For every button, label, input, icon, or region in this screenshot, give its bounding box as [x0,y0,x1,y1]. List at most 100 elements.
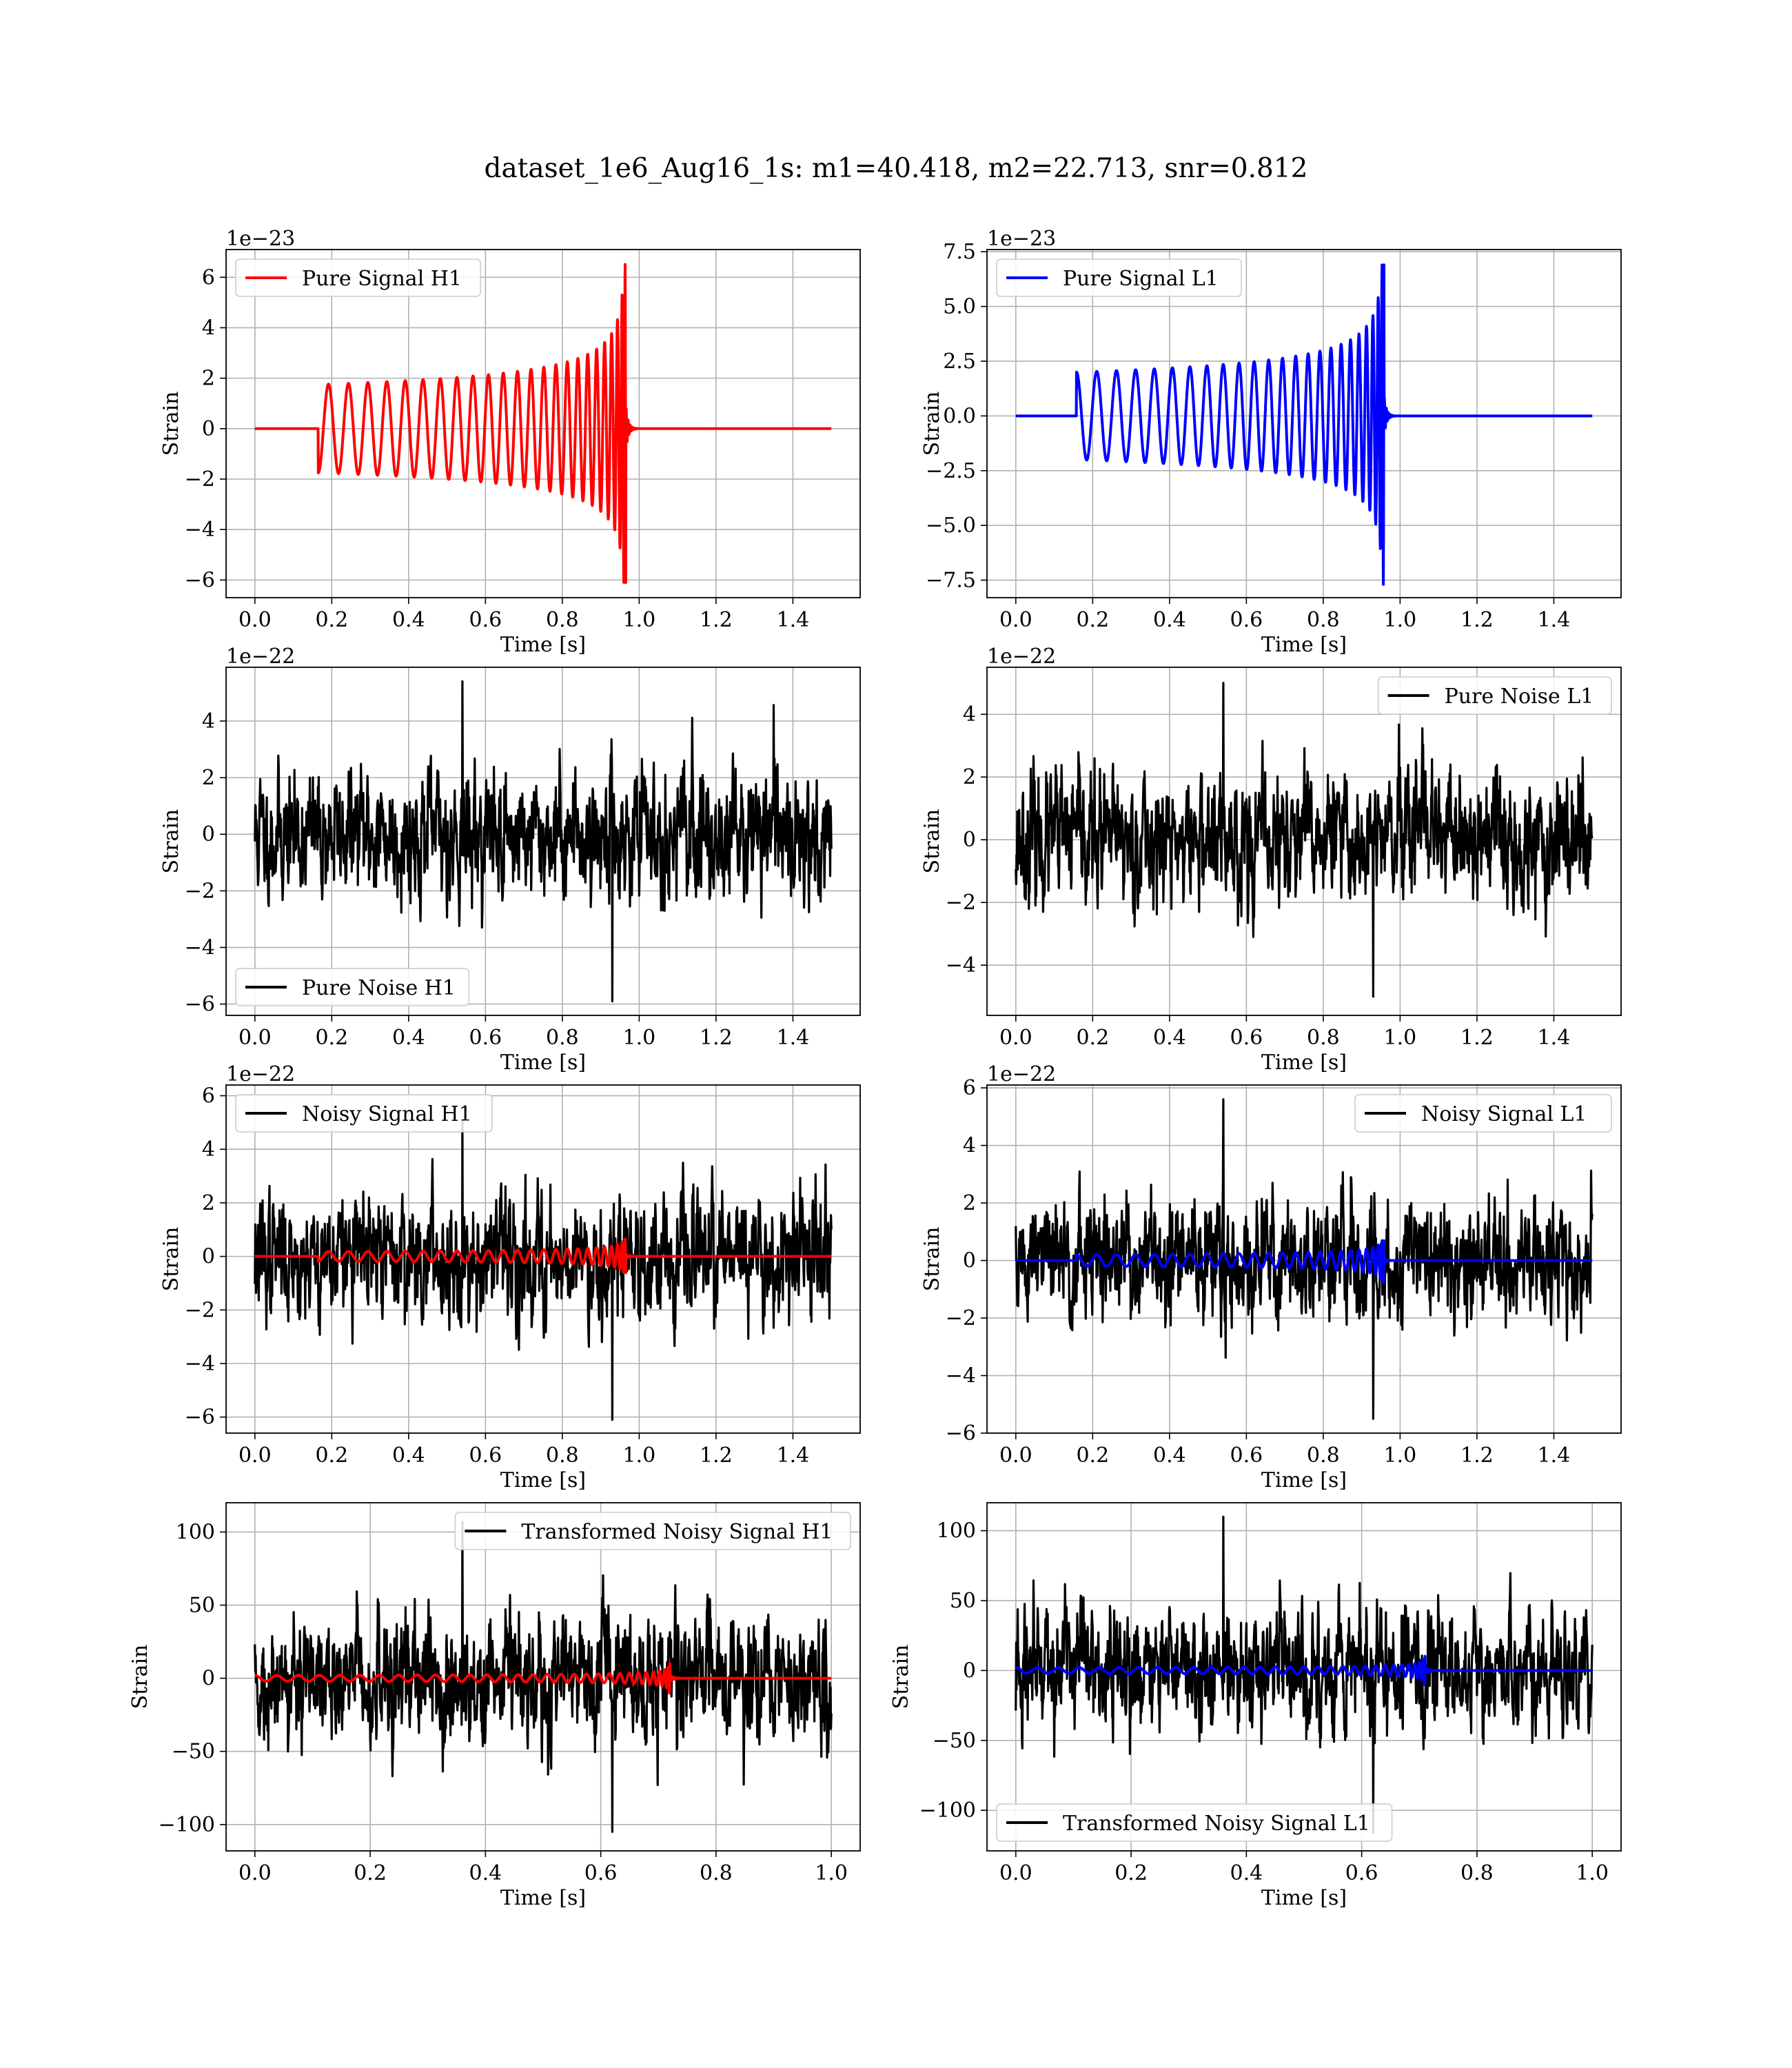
x-tick-label: 0.8 [700,1861,733,1885]
chart-panel-bottom-right: 0.0 0.2 0.4 0.6 0.8 1.0 −100 −50 0 50 100 Time [s] S… [889,1502,1622,1910]
legend-box [235,968,470,1006]
legend-box [1377,676,1612,715]
y-tick-label: 50 [950,1589,976,1613]
x-axis-label: Time [s] [500,1468,586,1492]
x-tick-label: 0.2 [315,1443,348,1468]
legend-label: Noisy Signal H1 [302,1102,472,1126]
legend: Pure Noise H1 [235,968,470,1006]
chart-panel-bottom-left: 0.0 0.2 0.4 0.6 0.8 1.0 −100 −50 0 50 100 Time [s] S… [128,1502,861,1910]
axis-offset-text: 1e−22 [226,645,295,669]
x-tick-label: 1.0 [623,1443,656,1468]
x-tick-label: 0.6 [469,1443,502,1468]
x-tick-label: 0.0 [999,1443,1032,1468]
y-tick-label: 6 [963,1076,976,1100]
x-tick-label: 0.0 [999,1861,1032,1885]
x-tick-label: 0.2 [1076,608,1109,632]
x-axis-label: Time [s] [1261,1886,1347,1910]
y-tick-label: 4 [202,709,215,733]
x-tick-label: 0.8 [546,1026,579,1050]
x-axis-label: Time [s] [500,1051,586,1075]
plot-area [254,1118,833,1421]
series-line-0 [254,1521,833,1833]
x-tick-label: 0.4 [392,1443,425,1468]
legend-box [996,1803,1393,1842]
series-line-0 [1015,1098,1594,1420]
chart-panel-top-left: 0.0 0.2 0.4 0.6 0.8 1.0 1.2 1.4 −6 −4 −2 0 2 4 6 Time [… [159,227,861,657]
chart-panel-row2-left: 0.0 0.2 0.4 0.6 0.8 1.0 1.2 1.4 −6 −4 −2 0 2 4 Time [s… [159,645,861,1075]
axis-offset-text: 1e−22 [987,1062,1056,1086]
y-tick-label: −4 [185,935,215,960]
y-tick-label: 2.5 [943,349,976,374]
y-tick-label: 0 [202,1667,215,1691]
x-tick-label: 0.6 [1230,1443,1263,1468]
legend: Pure Signal H1 [235,258,482,297]
x-tick-label: 1.4 [777,1026,810,1050]
figure-title: dataset_1e6_Aug16_1s: m1=40.418, m2=22.7… [484,153,1308,184]
x-tick-label: 0.0 [238,1443,272,1468]
series-line-1 [254,1662,833,1695]
x-tick-label: 0.2 [1114,1861,1148,1885]
series-line-0 [254,1118,833,1421]
series-line-0 [254,680,833,1003]
series-line-1 [1015,1239,1594,1284]
y-tick-label: 2 [963,765,976,789]
x-tick-label: 0.2 [315,1026,348,1050]
y-tick-label: −2 [946,1306,976,1330]
x-tick-label: 1.0 [1576,1861,1609,1885]
y-tick-label: −2 [946,891,976,915]
chart-panel-top-right: 0.0 0.2 0.4 0.6 0.8 1.0 1.2 1.4 −7.5 −5.0 −2.5 0.0 2… [920,227,1622,657]
series-line-1 [254,1237,833,1275]
y-tick-label: 2 [202,766,215,790]
series-line-0 [1015,263,1594,586]
x-tick-label: 0.6 [1230,1026,1263,1050]
axes-frame [986,249,1622,598]
x-tick-label: 0.0 [238,1861,272,1885]
y-axis-label: Strain [920,392,944,456]
plot-area [1015,682,1594,998]
x-axis-label: Time [s] [1261,633,1347,657]
legend: Transformed Noisy Signal L1 [996,1803,1393,1842]
axis-offset-text: 1e−23 [987,227,1056,251]
x-tick-label: 0.8 [1307,1026,1340,1050]
series-line-0 [254,263,833,584]
x-tick-label: 0.8 [1460,1861,1494,1885]
legend-box [996,258,1243,297]
x-tick-label: 0.8 [546,1443,579,1468]
x-tick-label: 0.8 [1307,608,1340,632]
x-tick-label: 1.0 [623,608,656,632]
y-tick-label: 2 [202,1191,215,1215]
x-tick-label: 1.2 [1460,1443,1494,1468]
y-tick-label: 0 [963,1249,976,1273]
x-tick-label: 1.4 [777,1443,810,1468]
x-tick-label: 0.6 [1345,1861,1378,1885]
y-tick-label: 4 [963,1134,976,1158]
x-tick-label: 0.8 [546,608,579,632]
x-tick-label: 1.4 [1538,1026,1571,1050]
y-axis-label: Strain [889,1645,913,1710]
y-tick-label: 5.0 [943,295,976,319]
y-tick-label: 0 [963,828,976,852]
y-tick-label: −6 [946,1421,976,1446]
series-line-1 [1015,1654,1594,1686]
series-line-0 [1015,682,1594,998]
x-tick-label: 0.4 [1153,608,1186,632]
x-tick-label: 0.8 [1307,1443,1340,1468]
y-tick-label: 4 [963,702,976,727]
x-tick-label: 0.2 [315,608,348,632]
x-tick-label: 1.2 [700,1443,733,1468]
y-tick-label: −2 [185,1298,215,1322]
x-axis-label: Time [s] [500,633,586,657]
y-tick-label: −2 [185,879,215,903]
y-tick-label: −4 [946,1364,976,1388]
y-axis-label: Strain [159,809,183,874]
y-tick-label: −50 [933,1729,976,1753]
x-tick-label: 0.6 [469,608,502,632]
y-tick-label: −4 [946,953,976,977]
y-tick-label: 2 [202,367,215,391]
x-tick-label: 0.4 [1153,1443,1186,1468]
legend-box [454,1512,851,1550]
y-tick-label: 100 [176,1520,215,1544]
y-tick-label: 0 [202,822,215,847]
y-tick-label: 6 [202,1084,215,1108]
y-tick-label: 100 [937,1519,976,1543]
